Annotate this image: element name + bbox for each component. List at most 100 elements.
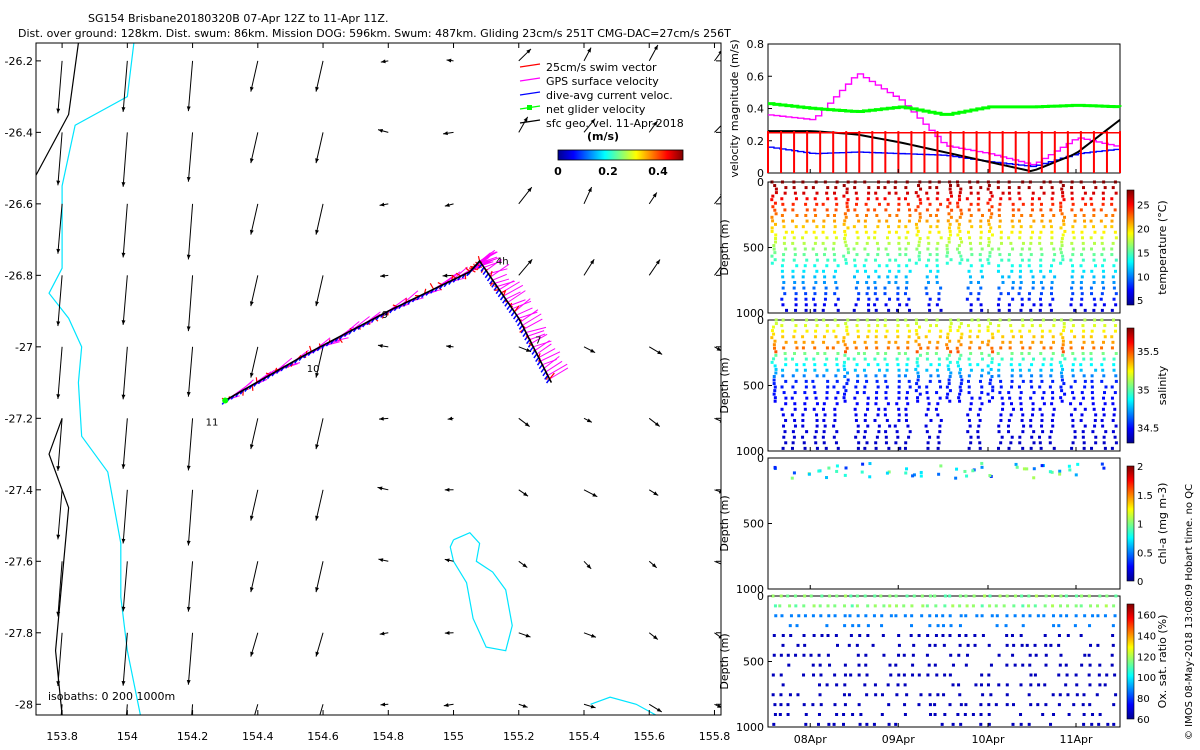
cast-point	[842, 184, 846, 188]
cast-point	[960, 240, 964, 244]
cast-point	[1070, 446, 1074, 450]
cast-point	[1066, 634, 1070, 638]
gps-velocity-vector	[522, 313, 542, 326]
cast-point	[1050, 402, 1054, 406]
cast-point	[1101, 407, 1105, 411]
cast-point	[925, 604, 929, 608]
cast-point	[1060, 364, 1064, 368]
cast-point	[881, 634, 885, 638]
cast-point	[1018, 363, 1022, 367]
surface-velocity-arrow	[122, 275, 128, 325]
cast-point	[1113, 614, 1117, 618]
cast-point	[821, 202, 825, 206]
cast-point	[937, 292, 941, 296]
cast-point	[843, 212, 847, 216]
gps-velocity-vector	[534, 340, 550, 351]
cast-point	[1048, 435, 1052, 439]
cast-point	[844, 244, 848, 248]
cast-point	[897, 208, 901, 212]
cast-point	[788, 604, 792, 608]
cast-point	[948, 222, 952, 226]
surface-velocity-arrow	[57, 203, 63, 254]
chla-y-tick-label: 0	[757, 452, 764, 465]
cast-point	[863, 340, 867, 344]
cast-point	[833, 191, 837, 195]
map-y-tick-label: -27.8	[5, 627, 33, 640]
cast-point	[999, 418, 1003, 422]
cast-point	[781, 368, 785, 372]
cast-point	[907, 435, 911, 439]
cast-point	[805, 430, 809, 434]
surface-velocity-arrowhead	[526, 48, 531, 54]
cast-point	[1111, 186, 1115, 190]
cast-point	[1114, 693, 1118, 697]
surface-velocity-arrowhead	[651, 563, 657, 568]
cast-point	[1113, 180, 1117, 184]
cast-point	[957, 226, 961, 230]
temperature-colorbar-tick-label: 5	[1137, 296, 1143, 307]
cast-point	[780, 614, 784, 618]
cast-point	[960, 212, 964, 216]
cast-point	[911, 663, 915, 667]
cast-point	[917, 258, 921, 262]
surface-velocity-arrowhead	[121, 394, 126, 400]
cast-point	[987, 244, 991, 248]
surface-velocity-arrow	[122, 418, 128, 470]
cast-point	[1075, 683, 1079, 687]
cast-point	[802, 374, 806, 378]
cast-point	[998, 253, 1002, 257]
cast-point	[1058, 472, 1062, 476]
cast-point	[1027, 186, 1031, 190]
cast-point	[773, 346, 777, 350]
cast-point	[925, 351, 929, 355]
cast-point	[812, 297, 816, 301]
cast-point	[833, 230, 837, 234]
cast-point	[883, 318, 887, 322]
cast-point	[848, 614, 852, 618]
cast-point	[804, 202, 808, 206]
cast-point	[1102, 396, 1106, 400]
cast-point	[874, 446, 878, 450]
cast-point	[904, 418, 908, 422]
swim-vector	[429, 282, 435, 290]
cast-point	[783, 191, 787, 195]
cast-point	[1019, 722, 1023, 726]
cast-point	[936, 446, 940, 450]
cast-point	[833, 292, 837, 296]
cast-point	[803, 391, 807, 395]
cast-point	[980, 247, 984, 251]
cast-point	[947, 378, 951, 382]
surface-velocity-arrowhead	[121, 320, 126, 325]
cast-point	[999, 292, 1003, 296]
cast-point	[970, 318, 974, 322]
cast-point	[1090, 385, 1094, 389]
cast-point	[951, 604, 955, 608]
cast-point	[864, 374, 868, 378]
cast-point	[893, 186, 897, 190]
cast-point	[1092, 407, 1096, 411]
cast-point	[875, 241, 879, 245]
cast-point	[833, 703, 837, 707]
cast-point	[1096, 614, 1100, 618]
cast-point	[903, 374, 907, 378]
map-y-tick-label: -27	[15, 341, 33, 354]
cast-point	[1114, 441, 1118, 445]
cast-point	[990, 332, 994, 336]
cast-point	[854, 191, 858, 195]
cast-point	[1018, 236, 1022, 240]
cast-point	[822, 441, 826, 445]
cast-point	[783, 208, 787, 212]
cast-point	[958, 594, 962, 598]
cast-point	[948, 329, 952, 333]
cast-point	[979, 225, 983, 229]
cast-point	[998, 391, 1002, 395]
cast-point	[865, 213, 869, 217]
cast-point	[1021, 413, 1025, 417]
surface-velocity-arrowhead	[653, 45, 658, 50]
cast-point	[874, 340, 878, 344]
cast-point	[1110, 308, 1114, 312]
cast-point	[826, 197, 830, 201]
surface-velocity-arrowhead	[590, 118, 596, 124]
cast-point	[781, 286, 785, 290]
gps-velocity-vector	[507, 290, 526, 303]
